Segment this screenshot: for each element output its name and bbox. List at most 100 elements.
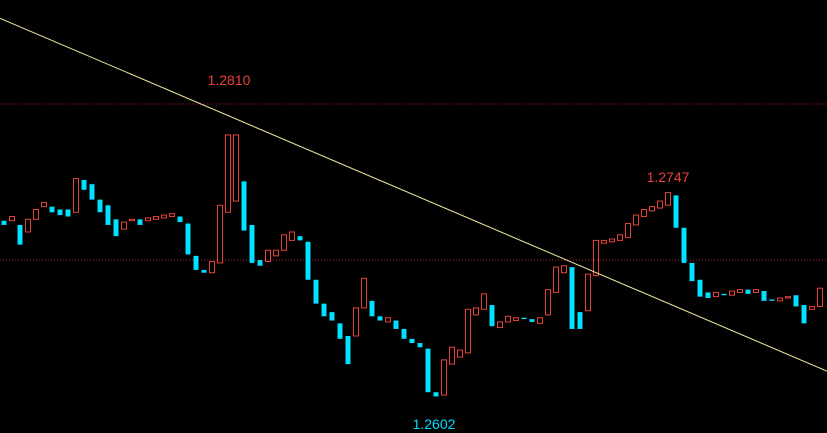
candle-up [361, 277, 367, 309]
price-annotation: 1.2602 [413, 416, 456, 432]
candle-up [225, 134, 231, 213]
candle-up [153, 216, 159, 220]
candle-up [633, 214, 639, 226]
candle-up [585, 273, 591, 312]
candle-up [537, 317, 543, 324]
candle-down [177, 216, 183, 223]
candle-up [473, 307, 479, 316]
candle-down [89, 184, 95, 200]
candle-down [721, 293, 727, 296]
candle-up [465, 308, 471, 354]
candle-up [713, 291, 719, 298]
candle-down [801, 305, 807, 324]
candle-down [401, 328, 407, 339]
candle-down [1, 220, 7, 225]
candle-down [761, 291, 767, 301]
candle-down [521, 317, 527, 320]
candle-up [353, 307, 359, 337]
candle-up [145, 217, 151, 222]
candle-down [105, 205, 111, 225]
candle-down [57, 209, 63, 216]
candle-up [33, 208, 39, 220]
candle-down [793, 295, 799, 307]
candle-up [233, 134, 239, 202]
candle-down [345, 335, 351, 365]
candle-up [609, 238, 615, 243]
candle-up [601, 239, 607, 244]
candle-down [81, 179, 87, 190]
candle-down [745, 289, 751, 294]
candle-up [273, 249, 279, 257]
candle-up [481, 293, 487, 310]
candle-up [737, 289, 743, 293]
candle-up [281, 234, 287, 251]
candle-down [569, 267, 575, 329]
candle-up [545, 289, 551, 316]
candle-down [329, 312, 335, 321]
candle-down [137, 219, 143, 225]
candle-down [369, 300, 375, 317]
candle-down [185, 223, 191, 255]
candle-down [697, 279, 703, 297]
candle-down [337, 323, 343, 339]
candle-down [249, 224, 255, 263]
candle-up [649, 206, 655, 212]
candle-down [377, 316, 383, 321]
candle-up [457, 349, 463, 358]
candle-up [497, 321, 503, 329]
candle-down [193, 255, 199, 270]
candle-up [553, 266, 559, 293]
candle-down [417, 343, 423, 348]
candle-down [425, 348, 431, 393]
candle-down [257, 260, 263, 266]
price-annotation: 1.2747 [647, 169, 690, 185]
candle-down [409, 338, 415, 344]
trendline [0, 17, 827, 372]
candle-up [265, 249, 271, 262]
candle-up [121, 221, 127, 230]
candle-up [289, 231, 295, 241]
price-annotation: 1.2810 [208, 72, 251, 88]
candle-down [769, 299, 775, 301]
candle-up [505, 315, 511, 323]
candle-down [529, 319, 535, 322]
candle-up [729, 290, 735, 296]
candle-up [25, 218, 31, 233]
candle-down [97, 199, 103, 213]
candle-down [393, 320, 399, 329]
candle-up [209, 260, 215, 274]
candle-down [577, 312, 583, 329]
candle-down [433, 392, 439, 397]
candle-down [489, 305, 495, 327]
candle-up [169, 213, 175, 217]
candle-up [665, 192, 671, 206]
candle-down [49, 206, 55, 213]
candle-up [73, 178, 79, 213]
candle-down [689, 262, 695, 282]
candle-up [753, 289, 759, 293]
candle-down [705, 292, 711, 299]
candle-up [641, 208, 647, 217]
candle-up [617, 234, 623, 241]
candle-up [449, 346, 455, 365]
candle-down [673, 195, 679, 228]
candle-up [513, 317, 519, 322]
candle-up [385, 317, 391, 323]
candle-up [561, 265, 567, 274]
candle-up [785, 296, 791, 299]
candle-down [681, 227, 687, 263]
candle-down [321, 303, 327, 317]
candle-up [41, 201, 47, 208]
candle-up [593, 239, 599, 277]
candle-up [817, 287, 823, 307]
candle-down [313, 279, 319, 304]
candle-up [777, 297, 783, 302]
candle-up [217, 204, 223, 264]
candle-down [17, 224, 23, 245]
candle-up [625, 223, 631, 239]
candle-up [809, 305, 815, 310]
candle-down [241, 181, 247, 231]
candle-down [113, 219, 119, 237]
candle-up [441, 359, 447, 396]
